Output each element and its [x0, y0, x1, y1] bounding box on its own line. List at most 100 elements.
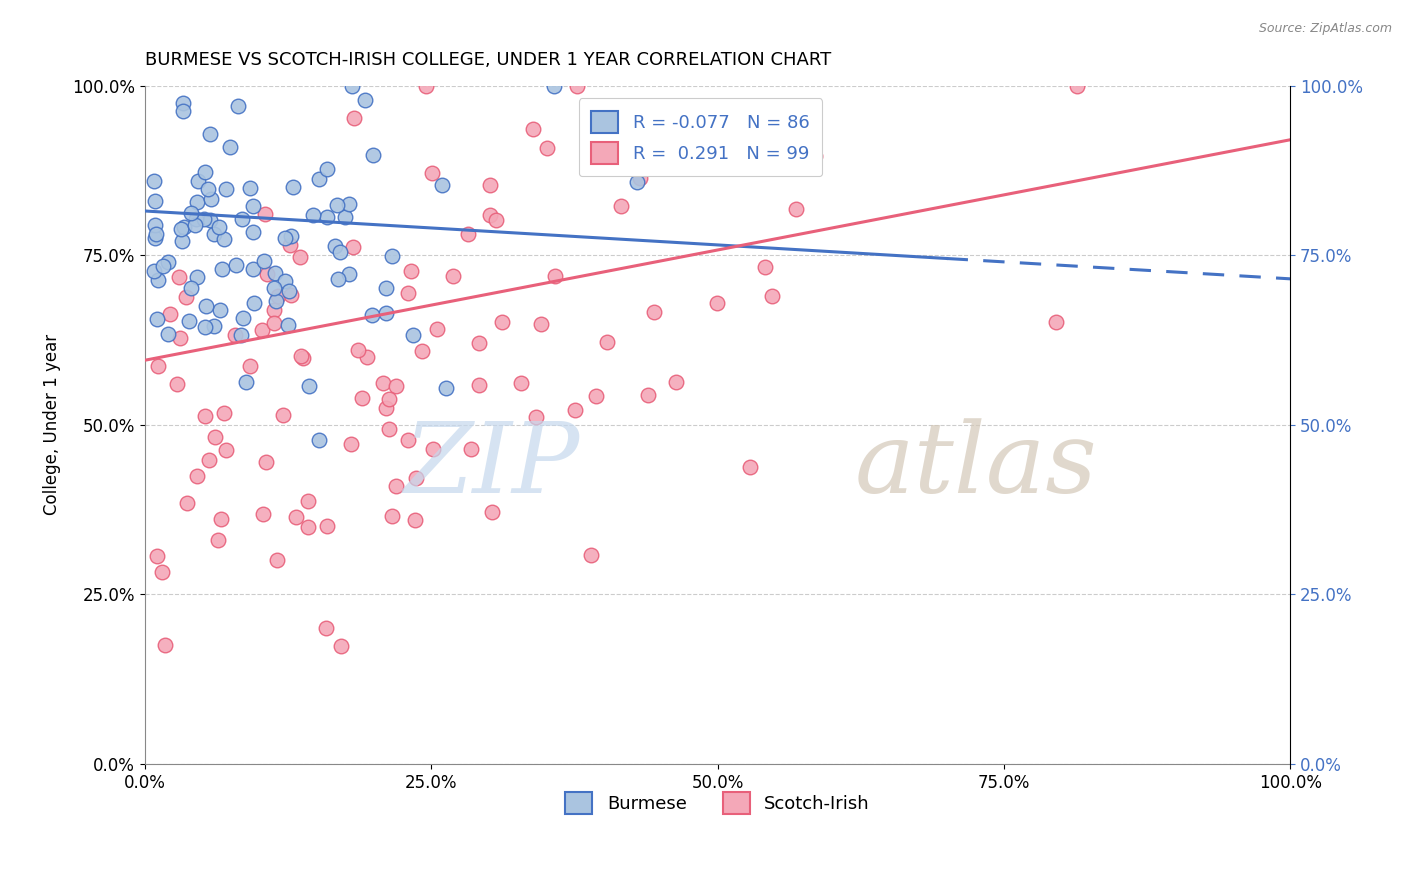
- Point: [145, 227, 167, 241]
- Point: [253, 253, 276, 268]
- Point: [231, 211, 253, 226]
- Point: [643, 305, 665, 319]
- Point: [219, 140, 242, 154]
- Y-axis label: College, Under 1 year: College, Under 1 year: [44, 334, 60, 516]
- Point: [522, 121, 544, 136]
- Point: [626, 175, 648, 189]
- Point: [225, 258, 247, 272]
- Point: [479, 208, 502, 222]
- Point: [291, 351, 314, 365]
- Point: [214, 182, 236, 196]
- Point: [326, 198, 349, 212]
- Point: [187, 174, 209, 188]
- Point: [212, 406, 235, 420]
- Point: [404, 513, 426, 527]
- Point: [146, 549, 169, 563]
- Point: [256, 268, 278, 282]
- Point: [434, 381, 457, 395]
- Point: [176, 290, 198, 304]
- Point: [224, 327, 246, 342]
- Point: [374, 306, 396, 320]
- Point: [146, 359, 169, 373]
- Point: [648, 159, 671, 173]
- Point: [232, 311, 254, 326]
- Point: [510, 376, 533, 391]
- Point: [280, 229, 302, 244]
- Point: [384, 379, 406, 393]
- Point: [212, 232, 235, 246]
- Point: [166, 376, 188, 391]
- Point: [143, 231, 166, 245]
- Point: [231, 327, 253, 342]
- Point: [254, 455, 277, 469]
- Point: [235, 375, 257, 389]
- Point: [315, 161, 337, 176]
- Point: [288, 250, 311, 264]
- Point: [172, 104, 194, 119]
- Point: [152, 260, 174, 274]
- Point: [356, 350, 378, 364]
- Point: [170, 234, 193, 248]
- Point: [337, 267, 360, 281]
- Point: [209, 303, 232, 318]
- Point: [405, 470, 427, 484]
- Point: [186, 469, 208, 483]
- Point: [343, 111, 366, 125]
- Point: [263, 317, 285, 331]
- Point: [204, 430, 226, 444]
- Point: [381, 249, 404, 263]
- Point: [150, 565, 173, 579]
- Point: [242, 225, 264, 239]
- Point: [761, 289, 783, 303]
- Point: [468, 378, 491, 392]
- Point: [481, 505, 503, 519]
- Point: [153, 638, 176, 652]
- Point: [785, 202, 807, 216]
- Point: [328, 272, 350, 286]
- Point: [536, 141, 558, 155]
- Point: [197, 182, 219, 196]
- Point: [198, 213, 221, 227]
- Point: [524, 409, 547, 424]
- Point: [143, 174, 166, 188]
- Point: [441, 268, 464, 283]
- Point: [335, 210, 357, 224]
- Point: [353, 93, 375, 107]
- Point: [226, 99, 249, 113]
- Point: [308, 171, 330, 186]
- Point: [342, 240, 364, 254]
- Point: [1045, 314, 1067, 328]
- Point: [544, 268, 567, 283]
- Point: [373, 376, 395, 390]
- Point: [340, 79, 363, 94]
- Point: [169, 222, 191, 236]
- Point: [207, 533, 229, 547]
- Point: [146, 273, 169, 287]
- Point: [184, 218, 207, 232]
- Point: [579, 548, 602, 562]
- Point: [285, 510, 308, 524]
- Point: [157, 326, 180, 341]
- Point: [530, 318, 553, 332]
- Point: [176, 495, 198, 509]
- Point: [316, 210, 339, 224]
- Point: [628, 171, 651, 186]
- Point: [180, 281, 202, 295]
- Point: [347, 343, 370, 357]
- Point: [193, 320, 215, 334]
- Point: [239, 180, 262, 194]
- Point: [280, 288, 302, 302]
- Point: [202, 227, 225, 242]
- Point: [426, 321, 449, 335]
- Point: [172, 95, 194, 110]
- Point: [378, 422, 401, 436]
- Point: [271, 408, 294, 422]
- Point: [169, 331, 191, 345]
- Point: [468, 336, 491, 351]
- Point: [157, 255, 180, 269]
- Point: [478, 178, 501, 192]
- Point: [290, 350, 312, 364]
- Point: [804, 149, 827, 163]
- Point: [297, 520, 319, 534]
- Point: [169, 270, 191, 285]
